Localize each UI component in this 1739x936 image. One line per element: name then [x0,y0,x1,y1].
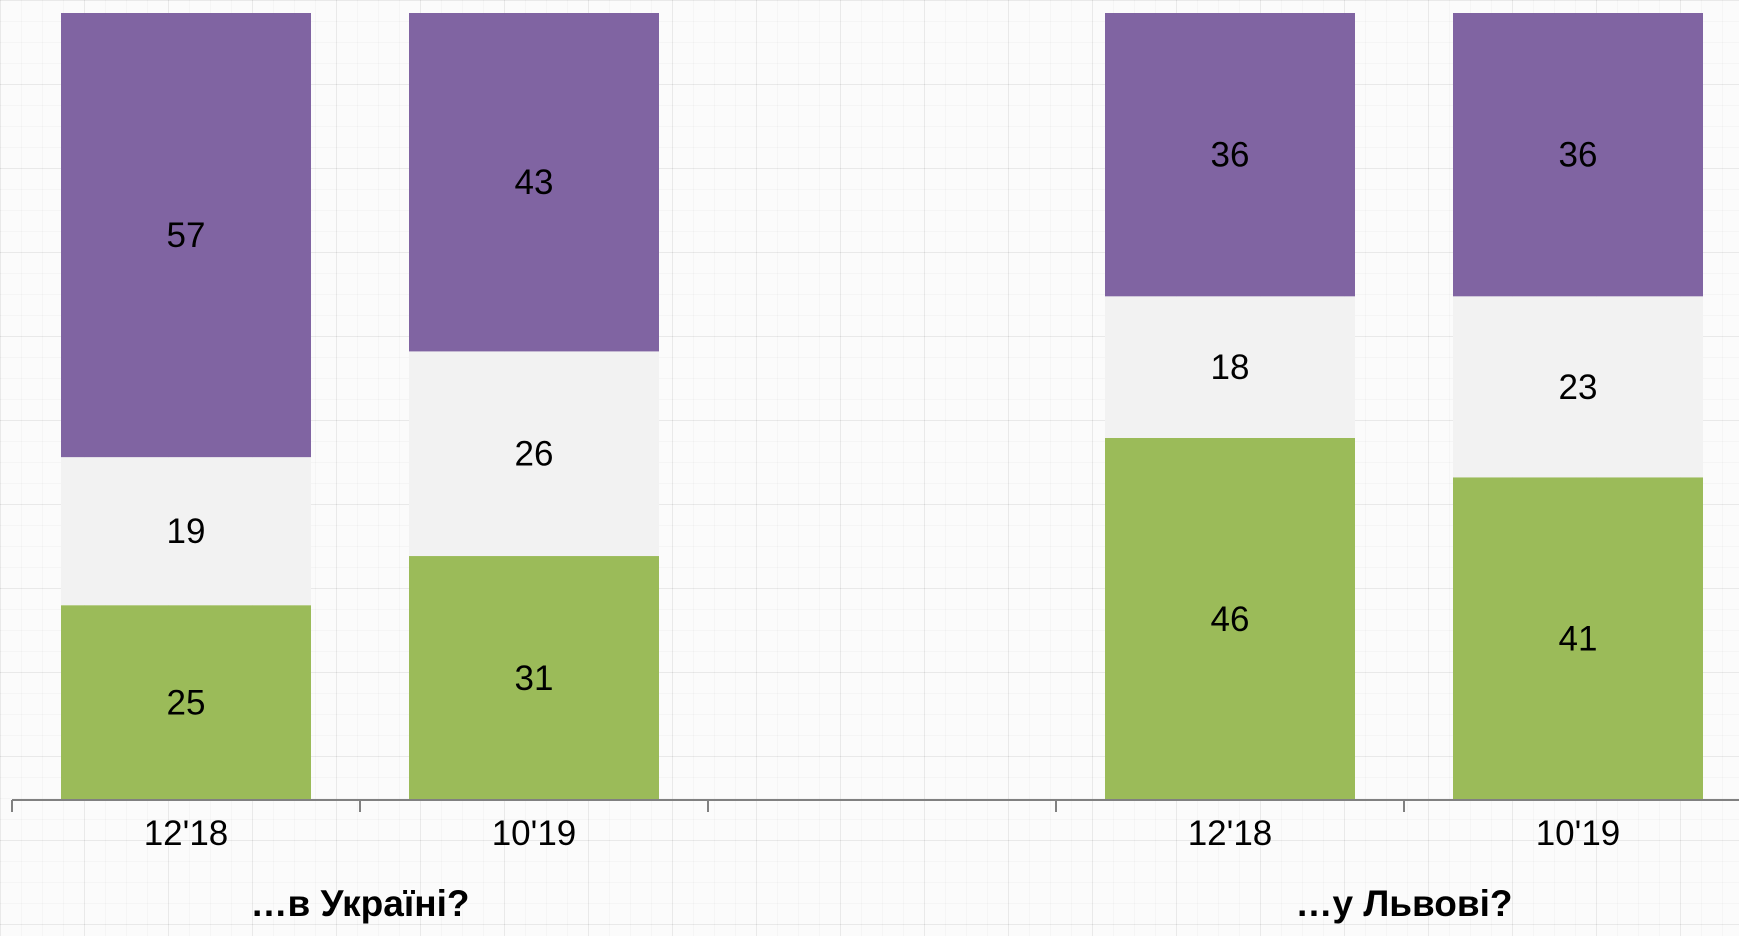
data-label: 36 [1211,136,1250,175]
x-tick-label: 10'19 [1536,814,1621,853]
data-label: 25 [167,684,206,723]
bar-segment [409,13,659,352]
data-label: 43 [515,163,554,202]
bar-segment [1453,477,1703,800]
data-label: 23 [1559,368,1598,407]
data-label: 36 [1559,136,1598,175]
data-label: 46 [1211,600,1250,639]
bar-segment [409,556,659,800]
bar-segment [1105,437,1355,800]
data-label: 31 [515,659,554,698]
data-label: 18 [1211,348,1250,387]
bar-segment [1453,13,1703,297]
data-label: 57 [167,216,206,255]
bar-segment [1105,13,1355,297]
x-axis [11,799,1739,812]
x-tick-label: 10'19 [492,814,577,853]
data-label: 41 [1559,620,1598,659]
bar-segment [409,351,659,557]
x-tick-label: 12'18 [1188,814,1273,853]
bars-layer [61,13,1703,800]
data-label: 19 [167,512,206,551]
bar-segment [1105,296,1355,438]
bar-segment [61,13,311,458]
group-label: …у Львові? [1295,883,1512,924]
data-label: 26 [515,435,554,474]
bar-segment [61,605,311,800]
x-tick-label: 12'18 [144,814,229,853]
labels-layer: 25 19 57 12'18 31 26 43 10'19 …в Україні? 46 18 36 1… [144,136,1621,924]
bar-segment [1453,296,1703,478]
bar-segment [61,457,311,606]
group-label: …в Україні? [251,883,470,924]
